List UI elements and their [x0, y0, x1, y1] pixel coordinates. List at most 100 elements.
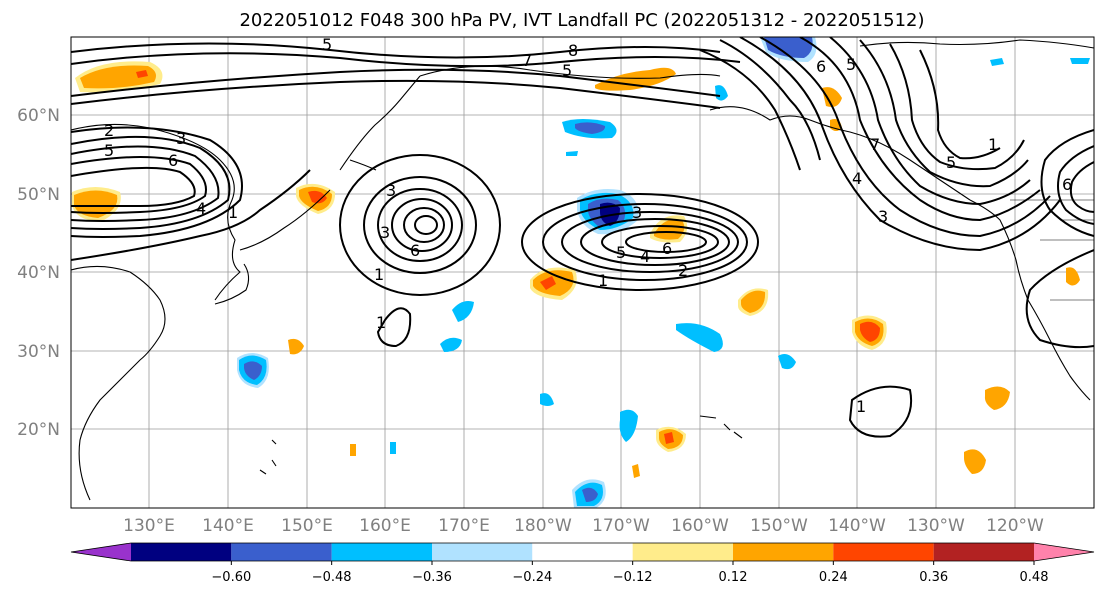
contour-line — [71, 79, 721, 109]
colorbar-swatch — [231, 543, 332, 561]
hawaii-islands — [699, 415, 743, 439]
contour-line — [601, 225, 719, 259]
longitude-labels: 130°E 140°E 150°E 160°E 170°E 180°W 170°… — [123, 516, 1044, 536]
contour-line — [1040, 129, 1094, 237]
contour-line — [363, 176, 477, 274]
shading-region — [540, 276, 556, 290]
lon-label: 140°E — [202, 516, 254, 536]
shading-region — [676, 323, 723, 352]
lon-label: 170°W — [592, 516, 650, 536]
contour-label: 6 — [410, 241, 420, 260]
lat-label: 30°N — [17, 342, 60, 362]
colorbar: −0.60 −0.48 −0.36 −0.24 −0.12 0.12 0.24 0.36 0.4… — [70, 542, 1095, 585]
lon-label: 160°W — [671, 516, 729, 536]
contour-label: 2 — [104, 121, 114, 140]
lon-label: 120°W — [986, 516, 1044, 536]
shading-region — [778, 354, 796, 370]
contour-line — [889, 43, 1025, 171]
kamchatka-coastline — [339, 75, 421, 171]
colorbar-swatch — [532, 543, 633, 561]
country-borders — [1010, 199, 1094, 301]
shading-region — [860, 321, 880, 342]
shading-region — [654, 219, 685, 240]
shading-region — [964, 449, 986, 474]
colorbar-swatch — [833, 543, 934, 561]
shading-region — [244, 361, 262, 380]
contour-line — [71, 145, 220, 222]
colorbar-swatch — [733, 543, 834, 561]
korea-coastline — [214, 263, 250, 305]
colorbar-tick-label: −0.48 — [312, 570, 352, 585]
contour-label: 6 — [168, 151, 178, 170]
contour-line — [739, 37, 1061, 252]
contour-label: 5 — [104, 141, 114, 160]
arctic-coastline — [859, 39, 1094, 49]
colorbar-swatch — [71, 543, 131, 561]
lon-label: 130°E — [123, 516, 175, 536]
contour-label: 3 — [176, 129, 186, 148]
contour-line — [414, 215, 438, 235]
contour-label: 3 — [878, 207, 888, 226]
contour-label: 2 — [678, 261, 688, 280]
shading-region — [741, 290, 766, 313]
shading-region — [288, 338, 304, 355]
shading-region — [440, 337, 462, 352]
lat-label: 50°N — [17, 185, 60, 205]
contour-line — [339, 154, 501, 296]
contour-line — [580, 218, 730, 266]
contour-line — [859, 39, 1029, 188]
latitude-labels: 60°N 50°N 40°N 30°N 20°N — [17, 106, 60, 440]
colorbar-swatch — [933, 543, 1034, 561]
colorbar-tick-label: 0.48 — [1020, 570, 1049, 585]
contour-line — [71, 52, 741, 68]
lon-label: 150°E — [281, 516, 333, 536]
map-panel: 5 7 8 5 6 5 2 3 5 6 4 1 3 3 6 1 3 — [70, 36, 1095, 509]
contour-label: 3 — [632, 203, 642, 222]
contour-line — [71, 166, 196, 208]
contour-line — [377, 188, 463, 262]
shading-region — [764, 37, 813, 58]
contour-label: 3 — [386, 181, 396, 200]
contour-label: 7 — [522, 51, 532, 70]
shading-region — [582, 487, 598, 502]
shading-region — [540, 393, 554, 406]
colorbar-swatch — [331, 543, 432, 561]
colorbar-tick-label: −0.36 — [412, 570, 452, 585]
contour-label: 8 — [568, 41, 578, 60]
contour-label: 6 — [816, 57, 826, 76]
contour-label: 5 — [846, 55, 856, 74]
shading-region — [1070, 58, 1090, 64]
contour-label: 1 — [988, 135, 998, 154]
shading-region — [74, 190, 118, 218]
shading-region — [390, 442, 396, 454]
shading-region — [452, 301, 474, 322]
contour-line — [71, 126, 243, 238]
japan-coastline — [239, 189, 331, 251]
lon-label: 180°W — [514, 516, 572, 536]
contour-label: 4 — [640, 247, 650, 266]
contour-line — [542, 203, 748, 281]
lon-label: 150°W — [750, 516, 808, 536]
shading-region — [632, 464, 640, 478]
contour-line — [71, 169, 311, 261]
lat-label: 40°N — [17, 263, 60, 283]
shading-region — [350, 444, 356, 456]
shading-region — [80, 65, 156, 89]
figure-title: 2022051012 F048 300 hPa PV, IVT Landfall… — [239, 10, 924, 31]
shading-region — [664, 432, 674, 444]
colorbar-tick-label: 0.24 — [819, 570, 848, 585]
contour-label: 4 — [196, 199, 206, 218]
contour-label: 1 — [228, 203, 238, 222]
lon-label: 170°E — [438, 516, 490, 536]
contour-line — [919, 49, 1001, 160]
contour-line — [71, 135, 231, 230]
lon-label: 140°W — [828, 516, 886, 536]
contour-line — [1069, 161, 1094, 213]
contour-labels: 5 7 8 5 6 5 2 3 5 6 4 1 3 3 6 1 3 — [104, 37, 1072, 416]
contour-line — [625, 231, 707, 253]
lat-label: 20°N — [17, 420, 60, 440]
contour-label: 1 — [856, 397, 866, 416]
contour-line — [561, 211, 739, 273]
contour-label: 5 — [562, 61, 572, 80]
colorbar-swatch — [432, 543, 533, 561]
